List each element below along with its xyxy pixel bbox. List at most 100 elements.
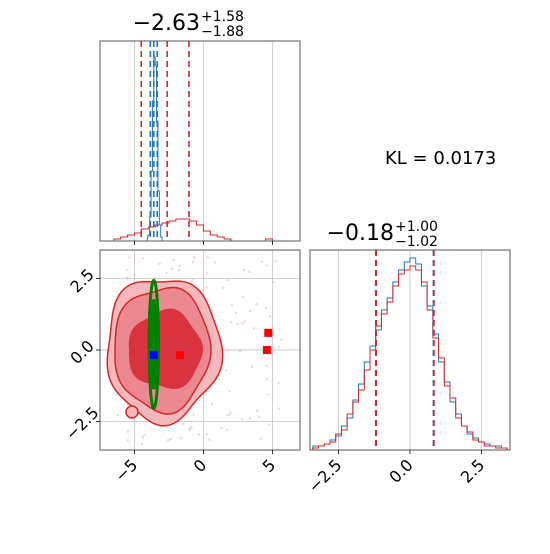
scatter-point	[242, 295, 245, 298]
scatter-point	[243, 319, 246, 323]
scatter-point	[226, 349, 230, 352]
scatter-point	[268, 315, 272, 318]
scatter-point	[265, 378, 269, 381]
scatter-point	[238, 350, 242, 353]
marginal-x-panel: −2.63 +1.58 −1.88	[99, 9, 301, 245]
y-tick-label: 2.5	[66, 265, 97, 296]
scatter-point	[172, 258, 175, 262]
x-tick-label: 2.5	[457, 455, 488, 486]
scatter-point	[271, 326, 274, 329]
scatter-point	[140, 442, 144, 446]
scatter-point	[141, 257, 145, 260]
scatter-point	[220, 426, 223, 430]
histogram-series-1	[312, 265, 508, 450]
y-tick-label: −2.5	[62, 403, 103, 444]
scatter-point	[230, 304, 234, 307]
scatter-point	[177, 269, 181, 272]
scatter-point	[257, 415, 261, 419]
scatter-point	[272, 280, 275, 284]
scatter-point	[182, 422, 185, 425]
scatter-point	[225, 428, 229, 432]
scatter-point	[265, 264, 268, 267]
scatter-point	[222, 286, 225, 290]
scatter-point	[241, 322, 244, 325]
scatter-point	[205, 433, 209, 436]
scatter-point	[205, 272, 209, 275]
marker-1	[176, 351, 184, 360]
joint-panel: −5 0 5 −2.5 0.0 2.5	[62, 249, 301, 486]
y-tick-label: 0.0	[66, 336, 97, 367]
scatter-point	[280, 338, 283, 341]
histogram-series-0	[100, 218, 300, 242]
scatter-point	[208, 438, 211, 441]
scatter-point	[253, 327, 256, 330]
scatter-point	[278, 328, 281, 331]
green-contour-outer	[147, 278, 161, 410]
scatter-point	[229, 321, 233, 324]
scatter-point	[166, 439, 170, 442]
scatter-point	[226, 279, 229, 282]
marker-2	[264, 328, 273, 337]
x-tick-label: 0	[190, 455, 211, 476]
marginal-y-title-main: −0.18	[327, 221, 394, 246]
marginal-y-title-sup: +1.00	[395, 219, 438, 235]
scatter-point	[264, 306, 268, 310]
scatter-point	[277, 407, 280, 410]
scatter-point	[240, 418, 244, 421]
scatter-point	[205, 286, 208, 289]
scatter-point	[153, 276, 157, 279]
x-tick-label: −2.5	[304, 455, 345, 496]
scatter-point	[259, 437, 262, 441]
scatter-point	[128, 256, 131, 259]
green-contour-inner	[150, 298, 158, 390]
scatter-point	[165, 271, 168, 275]
contour-inner	[128, 308, 203, 389]
scatter-point	[210, 402, 214, 405]
scatter-point	[126, 268, 129, 271]
scatter-point	[225, 369, 228, 372]
scatter-point	[248, 309, 252, 313]
scatter-point	[192, 413, 195, 416]
scatter-point	[126, 439, 130, 442]
scatter-point	[278, 346, 281, 349]
scatter-point	[229, 411, 232, 414]
scatter-point	[255, 302, 258, 306]
marginal-x-title-main: −2.63	[133, 11, 200, 36]
scatter-point	[179, 437, 183, 440]
scatter-point	[242, 268, 245, 272]
scatter-point	[228, 390, 231, 393]
scatter-point	[277, 381, 280, 385]
histogram-series-1	[145, 56, 164, 242]
marker-3	[262, 346, 271, 354]
scatter-point	[248, 270, 251, 273]
scatter-point	[197, 433, 201, 436]
marginal-y-title-sub: −1.02	[395, 234, 438, 250]
scatter-point	[274, 260, 277, 263]
marginal-y-panel: −2.5 0.0 2.5 −0.18 +1.00 −1.02	[304, 219, 511, 496]
scatter-point	[170, 267, 174, 271]
scatter-point	[267, 393, 270, 396]
scatter-point	[260, 260, 263, 263]
scatter-point	[255, 409, 259, 412]
scatter-point	[125, 276, 129, 280]
scatter-point	[191, 260, 195, 264]
scatter-point	[116, 413, 120, 417]
marginal-x-title-sub: −1.88	[201, 24, 244, 40]
scatter-point	[158, 262, 161, 266]
marginal-x-frame	[99, 40, 301, 242]
scatter-point	[198, 398, 201, 402]
x-tick-label: 5	[259, 455, 280, 476]
scatter-point	[126, 430, 130, 433]
scatter-point	[206, 256, 209, 259]
scatter-point	[133, 273, 136, 276]
scatter-point	[169, 437, 172, 441]
scatter-point	[267, 423, 271, 426]
scatter-point	[142, 433, 146, 437]
scatter-point	[190, 280, 193, 283]
scatter-point	[193, 256, 196, 259]
kl-annotation: KL = 0.0173	[385, 148, 496, 169]
x-tick-label: −5	[111, 455, 141, 485]
scatter-point	[234, 311, 237, 314]
scatter-point	[188, 428, 191, 432]
scatter-point	[141, 436, 145, 439]
